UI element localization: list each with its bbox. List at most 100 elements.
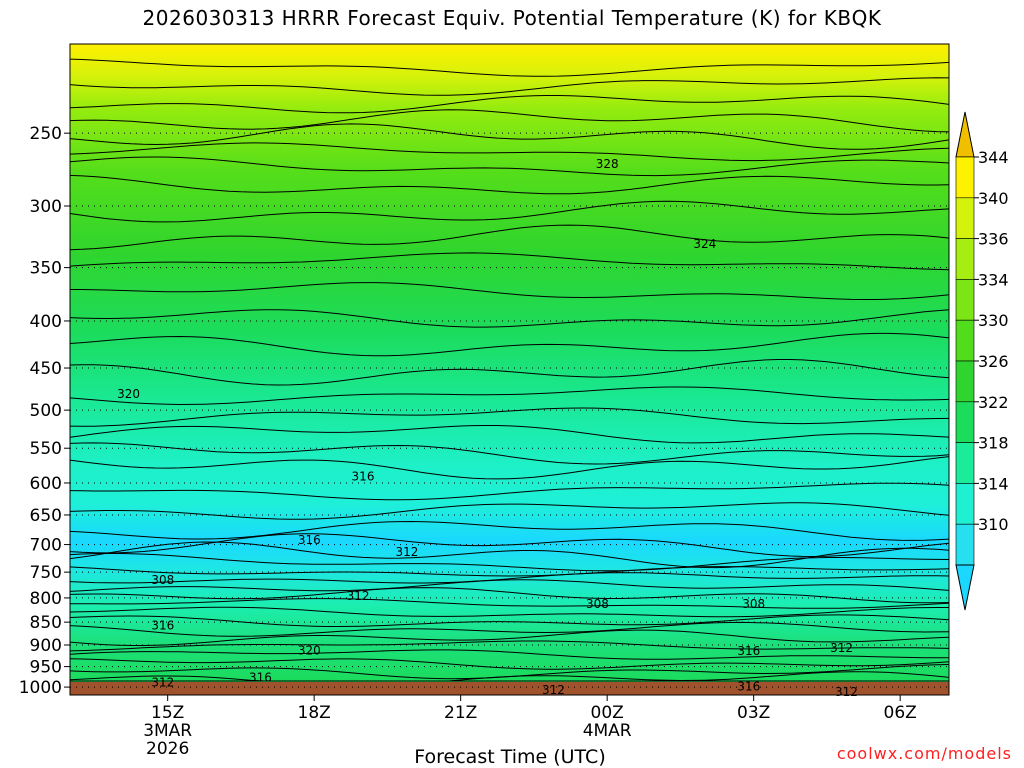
colorbar-label: 310 [978, 515, 1009, 534]
colorbar-segment [955, 360, 975, 403]
contour-label-text: 308 [586, 597, 609, 611]
colorbar-label: 330 [978, 311, 1009, 330]
contour-line [69, 649, 949, 660]
contour-label: 316 [298, 533, 321, 547]
contour-line [69, 425, 950, 444]
contour-label-text: 328 [596, 157, 619, 171]
contour-label: 320 [117, 387, 140, 401]
colorbar-under-triangle [955, 564, 975, 611]
colorbar-segment [955, 238, 975, 280]
colorbar-segment [955, 279, 975, 321]
x-tick-label: 4MAR [583, 721, 632, 741]
x-tick-label: 21Z [444, 703, 477, 723]
x-tick-label: 3MAR [143, 721, 192, 741]
contour-label: 312 [835, 685, 858, 699]
contour-label: 308 [151, 573, 174, 587]
colorbar-segment [955, 319, 975, 362]
y-tick-label: 500 [30, 401, 62, 421]
x-axis-title: Forecast Time (UTC) [414, 746, 606, 768]
contour-label-text: 316 [151, 618, 174, 632]
y-tick-label: 250 [30, 124, 62, 144]
x-tick-label: 00Z [591, 703, 624, 723]
contour-label-text: 312 [830, 641, 853, 655]
contour-label-text: 316 [352, 469, 375, 483]
contour-line [69, 671, 950, 682]
contour-line [69, 587, 950, 604]
y-tick-label: 850 [30, 613, 62, 633]
contour-label: 328 [596, 157, 619, 171]
colorbar-label: 326 [978, 352, 1009, 371]
contour-line [69, 95, 950, 114]
contour-label-text: 316 [249, 670, 272, 684]
y-tick-label: 300 [30, 197, 62, 217]
colorbar-segment [955, 442, 975, 484]
colorbar-segment [955, 523, 975, 566]
y-tick-label: 1000 [19, 678, 62, 698]
colorbar-segment [955, 483, 975, 525]
plot-frame [69, 43, 950, 696]
contour-label: 316 [737, 679, 760, 693]
contour-label-text: 312 [835, 685, 858, 699]
colorbar-label: 314 [978, 474, 1009, 493]
contour-label-text: 312 [395, 545, 418, 559]
colorbar-segment [955, 156, 975, 199]
contour-label-text: 320 [117, 387, 140, 401]
contour-label-text: 324 [693, 237, 716, 251]
contour-line [69, 566, 950, 577]
y-tick-label: 450 [30, 359, 62, 379]
contour-label: 312 [542, 683, 565, 697]
contour-line [69, 386, 950, 406]
y-tick-label: 700 [30, 536, 62, 556]
contour-label-text: 308 [151, 573, 174, 587]
contour-label: 308 [586, 597, 609, 611]
x-tick-label: 2026 [146, 739, 189, 759]
contour-label-text: 320 [298, 643, 321, 657]
contour-line [69, 541, 950, 569]
contour-line [69, 174, 950, 195]
y-tick-label: 950 [30, 658, 62, 678]
y-tick-label: 900 [30, 636, 62, 656]
contour-line [69, 614, 950, 627]
y-axis: 250 300 350 400 450 500 550 600 650 700 750 800 850 9… [19, 124, 70, 698]
x-tick-label: 06Z [884, 703, 917, 723]
colorbar-label: 340 [978, 189, 1009, 208]
y-tick-label: 350 [30, 259, 62, 279]
contour-lines [69, 58, 950, 682]
contour-line [69, 572, 950, 584]
ground-strip [70, 682, 949, 695]
colorbar-label: 334 [978, 270, 1009, 289]
contour-label: 308 [742, 597, 765, 611]
contour-line [69, 621, 950, 637]
colorbar-label: 322 [978, 393, 1009, 412]
contour-line [69, 224, 950, 251]
x-tick-label: 18Z [298, 703, 331, 723]
contour-line [70, 282, 950, 300]
contour-label: 316 [737, 644, 760, 658]
grid-lines [70, 132, 949, 688]
colorbar: 344 340 336 334 330 326 322 318 314 310 [955, 111, 1009, 611]
contour-line [69, 309, 950, 328]
contour-line [69, 502, 950, 520]
x-tick-label: 15Z [151, 703, 184, 723]
contour-line [69, 109, 950, 133]
contour-line [69, 142, 950, 162]
colorbar-label: 318 [978, 434, 1009, 453]
contour-label-text: 312 [347, 589, 370, 603]
colorbar-label: 336 [978, 230, 1009, 249]
contour-line [69, 58, 950, 77]
contour-label: 312 [347, 589, 370, 603]
contour-label-text: 312 [151, 676, 174, 690]
contour-line [69, 456, 950, 480]
contour-line [69, 123, 950, 150]
contour-line [69, 606, 949, 618]
credit-text[interactable]: coolwx.com/models [836, 744, 1012, 763]
y-tick-label: 750 [30, 563, 62, 583]
contour-label: 324 [693, 237, 716, 251]
y-tick-label: 650 [30, 506, 62, 526]
colorbar-segment [955, 197, 975, 239]
contour-label-text: 316 [737, 644, 760, 658]
contour-line [69, 442, 950, 465]
contour-label: 316 [151, 618, 174, 632]
contour-line [69, 640, 950, 652]
